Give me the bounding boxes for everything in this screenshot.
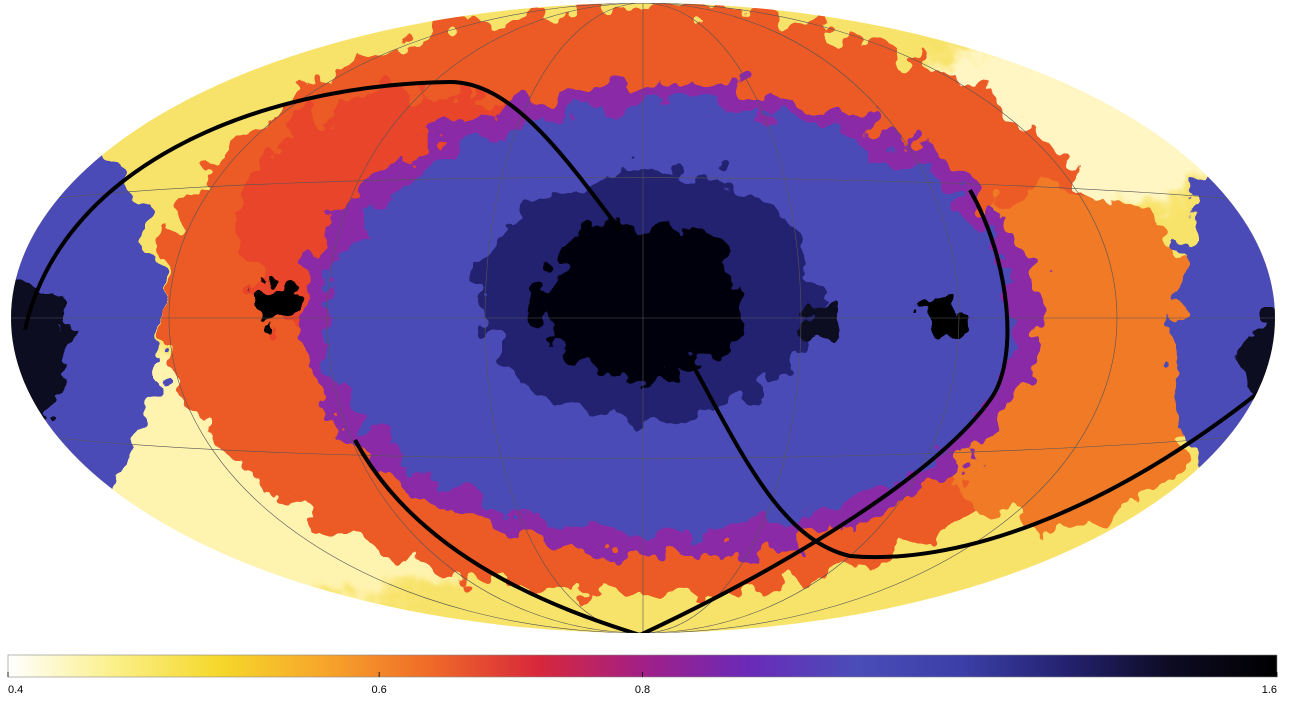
contour-lines [23, 79, 1270, 633]
colorbar-tick-label: 0.4 [8, 684, 23, 696]
sky-map [11, 3, 1275, 633]
colorbar-tick-label: 0.8 [635, 684, 650, 696]
graticule [11, 3, 1275, 633]
colorbar-tick-label: 0.6 [372, 684, 387, 696]
colorbar-tick-label: 1.6 [1262, 684, 1277, 696]
